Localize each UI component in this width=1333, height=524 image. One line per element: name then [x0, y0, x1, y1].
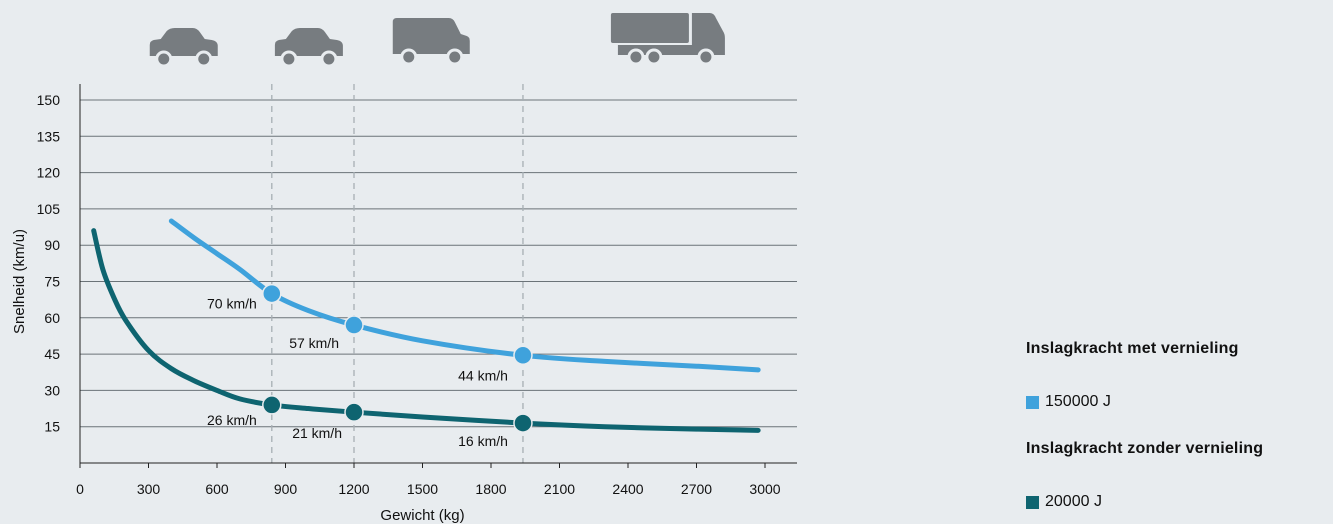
x-tick-label: 1500 [407, 481, 438, 497]
data-point-marker [262, 283, 282, 304]
y-tick-label: 90 [44, 237, 60, 253]
x-tick-label: 2700 [681, 481, 712, 497]
legend-label-20000: 20000 J [1045, 493, 1102, 510]
data-point-marker [513, 413, 533, 433]
x-tick-label: 300 [137, 481, 161, 497]
y-tick-label: 60 [44, 310, 60, 326]
x-axis-title: Gewicht (kg) [380, 507, 464, 524]
car-icon [274, 28, 343, 68]
y-tick-label: 105 [37, 201, 61, 217]
data-point-marker [262, 395, 282, 415]
y-tick-label: 30 [44, 382, 60, 398]
y-tick-label: 120 [37, 165, 61, 181]
x-tick-label: 2400 [612, 481, 643, 497]
data-label: 70 km/h [207, 296, 257, 312]
y-tick-label: 75 [44, 274, 60, 290]
legend-label-150000: 150000 J [1045, 393, 1111, 410]
series-line-dark-teal [91, 228, 761, 433]
legend-item-20000: 20000 J [1026, 493, 1326, 511]
data-label: 26 km/h [207, 412, 257, 428]
data-label: 57 km/h [289, 335, 339, 351]
data-point-marker [344, 402, 364, 422]
x-tick-label: 3000 [749, 481, 780, 497]
x-tick-label: 1200 [338, 481, 369, 497]
legend-swatch-dark-teal [1026, 495, 1039, 509]
legend-title-no-destruction: Inslagkracht zonder vernieling [1026, 440, 1264, 457]
data-point-marker [513, 345, 533, 366]
x-tick-label: 0 [76, 481, 84, 497]
data-point-marker [344, 315, 364, 335]
x-tick-label: 900 [274, 481, 298, 497]
legend: Inslagkracht met vernieling 150000 J Ins… [1026, 340, 1326, 511]
series-line-light-blue [168, 218, 761, 373]
legend-swatch-light-blue [1026, 395, 1039, 409]
y-axis-title: Snelheid (km/u) [11, 229, 28, 334]
data-label: 16 km/h [458, 433, 508, 449]
y-tick-label: 15 [44, 419, 60, 435]
legend-title-destruction: Inslagkracht met vernieling [1026, 340, 1239, 357]
truck-icon [610, 13, 725, 66]
data-label: 21 km/h [292, 425, 342, 441]
y-tick-label: 45 [44, 346, 60, 362]
y-tick-label: 135 [37, 128, 61, 144]
y-tick-label: 150 [37, 92, 61, 108]
x-tick-label: 2100 [544, 481, 575, 497]
car-icon [149, 28, 218, 68]
legend-item-150000: 150000 J [1026, 393, 1326, 411]
x-tick-label: 600 [205, 481, 229, 497]
van-icon [392, 18, 470, 66]
data-label: 44 km/h [458, 367, 508, 383]
x-tick-label: 1800 [475, 481, 506, 497]
